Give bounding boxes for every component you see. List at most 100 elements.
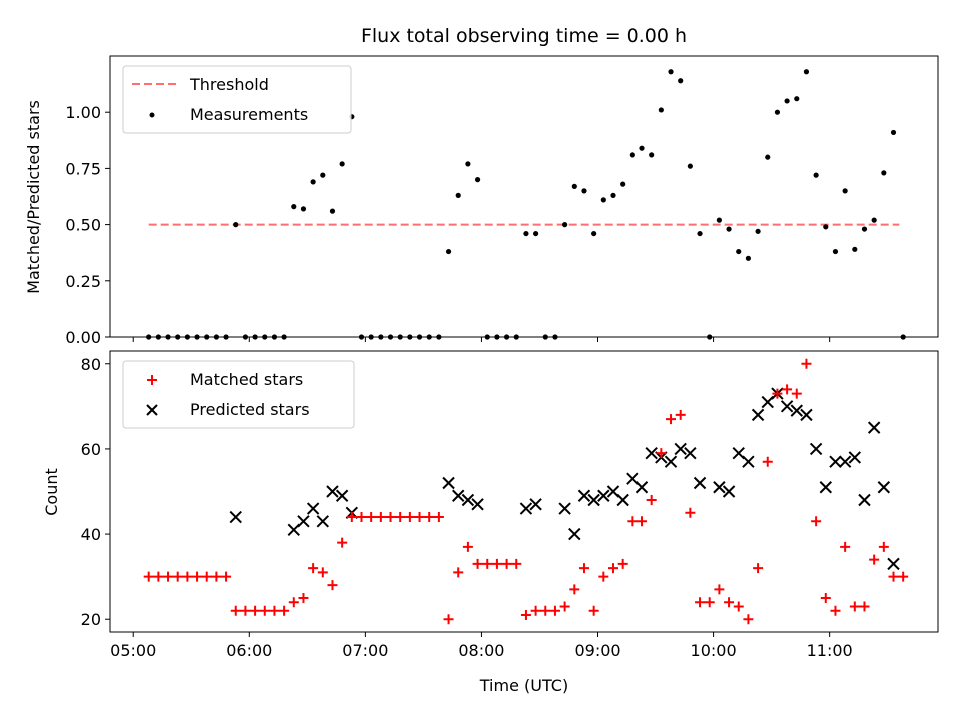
predicted-star-point bbox=[722, 485, 736, 498]
measurement-point bbox=[533, 230, 539, 237]
matched-star-point bbox=[830, 605, 841, 616]
top-plot-area: 0.00 0.25 0.50 0.75 1.00 bbox=[65, 55, 939, 347]
matched-star-point bbox=[762, 456, 773, 467]
measurement-point bbox=[329, 208, 336, 214]
x-tick-label: 10:00 bbox=[691, 641, 737, 660]
bottom-legend: Matched stars Predicted stars bbox=[122, 360, 355, 429]
matched-star-point bbox=[540, 605, 551, 616]
measurement-point bbox=[745, 255, 752, 261]
matched-star-point bbox=[269, 605, 280, 616]
measurement-point bbox=[445, 248, 452, 255]
predicted-star-point bbox=[297, 515, 310, 528]
measurement-point bbox=[774, 109, 781, 115]
matched-star-point bbox=[279, 605, 290, 616]
predicted-star-point bbox=[519, 502, 533, 515]
matched-star-point bbox=[753, 563, 764, 574]
measurement-point bbox=[842, 188, 848, 194]
measurement-point bbox=[155, 334, 161, 340]
matched-star-point bbox=[646, 495, 657, 506]
predicted-star-point bbox=[742, 455, 755, 468]
measurement-point bbox=[620, 181, 626, 187]
measurement-point bbox=[571, 183, 577, 189]
matched-star-point bbox=[743, 614, 754, 625]
matched-star-point bbox=[811, 516, 822, 527]
top-y-tick-label: 0.50 bbox=[65, 216, 101, 235]
matched-star-point bbox=[240, 605, 251, 616]
top-y-tick-label: 0.75 bbox=[65, 159, 101, 178]
matched-star-point bbox=[530, 605, 541, 616]
matched-star-point bbox=[433, 512, 444, 523]
matched-star-point bbox=[666, 414, 677, 425]
measurement-point bbox=[881, 170, 887, 176]
matched-star-point bbox=[704, 597, 715, 608]
measurement-point bbox=[803, 69, 810, 75]
x-tick-label: 07:00 bbox=[342, 641, 388, 660]
measurement-point bbox=[726, 226, 732, 232]
matched-star-point bbox=[791, 388, 802, 399]
matched-legend-marker bbox=[147, 375, 157, 385]
matched-star-point bbox=[598, 571, 609, 582]
measurement-point bbox=[426, 334, 432, 340]
predicted-star-point bbox=[819, 481, 833, 494]
measurement-point bbox=[610, 192, 616, 198]
predicted-star-point bbox=[858, 493, 871, 507]
matched-star-point bbox=[491, 558, 502, 569]
measurement-point bbox=[300, 206, 307, 212]
measurement-point bbox=[832, 248, 839, 255]
matched-star-point bbox=[501, 558, 512, 569]
matched-star-point bbox=[259, 605, 270, 616]
measurement-point bbox=[242, 334, 249, 340]
measurement-point bbox=[629, 152, 635, 158]
matched-star-point bbox=[472, 558, 483, 569]
predicted-star-point bbox=[674, 442, 687, 456]
matched-star-point bbox=[695, 597, 706, 608]
measurement-point bbox=[523, 230, 529, 237]
predicted-star-point bbox=[306, 502, 320, 515]
predicted-star-point bbox=[790, 404, 803, 417]
measurement-point bbox=[861, 226, 868, 232]
matched-star-point bbox=[337, 537, 348, 548]
measurement-point bbox=[175, 334, 181, 340]
predicted-star-point bbox=[838, 455, 852, 468]
bottom-y-tick-label: 20 bbox=[81, 610, 101, 629]
measurement-point bbox=[339, 161, 345, 167]
measurement-point bbox=[397, 334, 403, 340]
bottom-y-axis-label: Count bbox=[42, 468, 61, 516]
matched-star-point bbox=[143, 571, 154, 582]
matched-star-point bbox=[414, 512, 425, 523]
measurement-point bbox=[455, 192, 461, 198]
matched-star-point bbox=[424, 512, 435, 523]
matched-star-point bbox=[869, 554, 880, 565]
predicted-star-point bbox=[780, 400, 794, 413]
x-tick-label: 11:00 bbox=[807, 641, 853, 660]
measurement-point bbox=[542, 334, 548, 340]
measurement-point bbox=[484, 334, 490, 340]
x-tick-label: 06:00 bbox=[226, 641, 272, 660]
matched-star-point bbox=[859, 601, 870, 612]
x-tick-label: 08:00 bbox=[458, 641, 504, 660]
matched-star-point bbox=[462, 541, 473, 552]
measurement-point bbox=[784, 98, 790, 104]
measurement-point bbox=[416, 334, 423, 340]
predicted-star-point bbox=[800, 408, 813, 422]
measurement-point bbox=[813, 172, 819, 178]
measurement-point bbox=[707, 334, 713, 340]
matched-star-point bbox=[327, 580, 338, 591]
predicted-star-point bbox=[568, 527, 581, 541]
measurement-point bbox=[310, 179, 316, 185]
predicted-star-point bbox=[829, 455, 842, 468]
measurement-point bbox=[262, 334, 268, 340]
measurement-point bbox=[320, 172, 326, 178]
predicted-star-point bbox=[316, 515, 330, 528]
matched-star-point bbox=[559, 601, 570, 612]
matched-star-point bbox=[511, 558, 522, 569]
matched-star-point bbox=[288, 597, 299, 608]
matched-star-point bbox=[772, 388, 783, 399]
predicted-legend-label: Predicted stars bbox=[190, 400, 310, 419]
matched-star-point bbox=[569, 584, 580, 595]
matched-star-point bbox=[733, 601, 744, 612]
measurement-point bbox=[755, 228, 761, 234]
predicted-star-point bbox=[229, 510, 242, 524]
top-y-tick-label: 0.25 bbox=[65, 272, 101, 291]
matched-star-point bbox=[192, 571, 203, 582]
